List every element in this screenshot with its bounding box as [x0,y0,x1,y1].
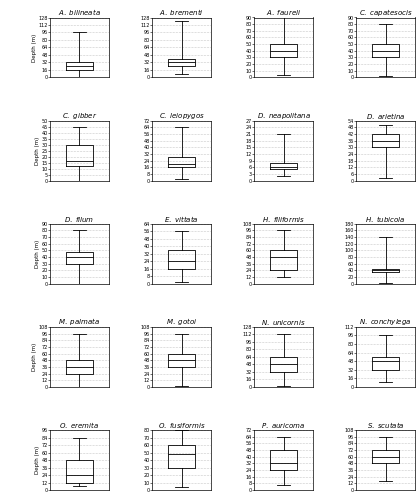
Title: $\it{H.}$ $\it{tubicola}$: $\it{H.}$ $\it{tubicola}$ [365,214,406,224]
Title: $\it{P.}$ $\it{auricoma}$: $\it{P.}$ $\it{auricoma}$ [261,421,306,430]
Y-axis label: Depth (m): Depth (m) [35,240,40,268]
Title: $\it{N.}$ $\it{unicornis}$: $\it{N.}$ $\it{unicornis}$ [261,318,306,327]
Title: $\it{A.}$ $\it{brementi}$: $\it{A.}$ $\it{brementi}$ [159,8,204,18]
Title: $\it{C.}$ $\it{leiopygos}$: $\it{C.}$ $\it{leiopygos}$ [158,110,204,120]
Y-axis label: Depth (m): Depth (m) [35,136,40,164]
Title: $\it{C.}$ $\it{gibber}$: $\it{C.}$ $\it{gibber}$ [62,110,97,120]
Title: $\it{N.}$ $\it{conchylega}$: $\it{N.}$ $\it{conchylega}$ [360,317,412,327]
Title: $\it{E.}$ $\it{vittata}$: $\it{E.}$ $\it{vittata}$ [164,214,199,224]
Y-axis label: Depth (m): Depth (m) [35,446,40,474]
Title: $\it{H.}$ $\it{filiformis}$: $\it{H.}$ $\it{filiformis}$ [262,214,305,224]
Title: $\it{D.}$ $\it{arietina}$: $\it{D.}$ $\it{arietina}$ [366,110,406,120]
Title: $\it{M.}$ $\it{gotoi}$: $\it{M.}$ $\it{gotoi}$ [166,316,197,327]
Title: $\it{S.}$ $\it{scutata}$: $\it{S.}$ $\it{scutata}$ [367,420,405,430]
Title: $\it{C.}$ $\it{capatesocis}$: $\it{C.}$ $\it{capatesocis}$ [359,6,413,18]
Y-axis label: Depth (m): Depth (m) [32,34,37,62]
Title: $\it{A.}$ $\it{faureli}$: $\it{A.}$ $\it{faureli}$ [266,8,301,18]
Y-axis label: Depth (m): Depth (m) [32,343,37,371]
Title: $\it{A.}$ $\it{bilineata}$: $\it{A.}$ $\it{bilineata}$ [58,8,101,18]
Title: $\it{D.}$ $\it{neapolitana}$: $\it{D.}$ $\it{neapolitana}$ [256,110,310,120]
Title: $\it{D.}$ $\it{filum}$: $\it{D.}$ $\it{filum}$ [64,214,95,224]
Title: $\it{O.}$ $\it{fusiformis}$: $\it{O.}$ $\it{fusiformis}$ [158,421,205,430]
Title: $\it{M.}$ $\it{palmata}$: $\it{M.}$ $\it{palmata}$ [58,316,101,327]
Title: $\it{O.}$ $\it{eremita}$: $\it{O.}$ $\it{eremita}$ [59,420,100,430]
